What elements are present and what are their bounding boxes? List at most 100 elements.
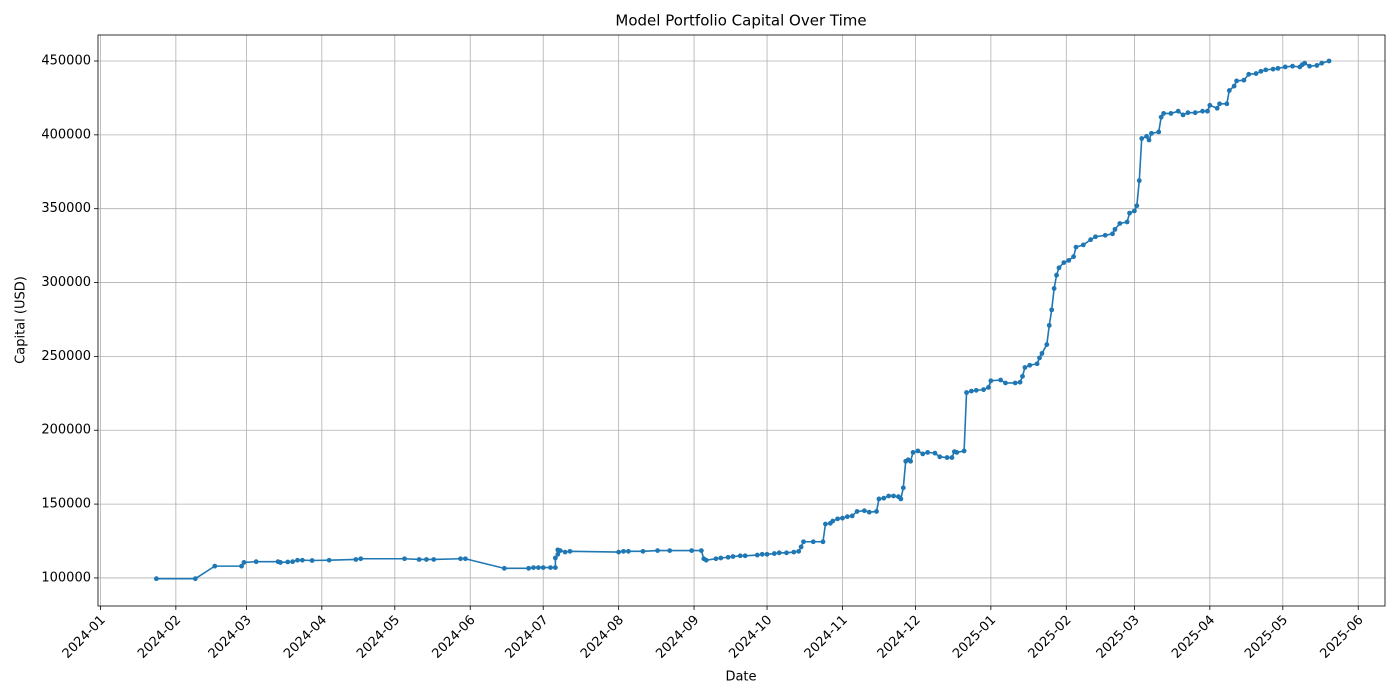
point xyxy=(791,549,797,555)
point xyxy=(548,565,553,570)
point xyxy=(1200,108,1205,114)
point xyxy=(969,388,974,394)
point xyxy=(796,548,802,554)
point xyxy=(737,553,743,559)
point xyxy=(567,548,573,554)
point xyxy=(988,378,994,384)
point xyxy=(1326,58,1332,64)
point xyxy=(1017,379,1023,385)
point xyxy=(1307,63,1312,69)
x-tick-label: 2024-05 xyxy=(354,613,403,662)
point xyxy=(801,539,806,545)
point xyxy=(531,565,536,570)
x-tick-label: 2025-02 xyxy=(1026,613,1075,662)
point xyxy=(713,556,719,562)
point xyxy=(1110,231,1115,237)
point xyxy=(784,550,789,556)
point xyxy=(1275,65,1281,71)
y-tick-label: 350000 xyxy=(41,201,91,216)
point xyxy=(1226,88,1232,93)
x-tick-label: 2024-10 xyxy=(726,613,775,662)
point xyxy=(886,493,892,499)
point xyxy=(540,565,546,570)
point xyxy=(1158,114,1164,120)
point xyxy=(1241,77,1247,83)
y-axis-label: Capital (USD) xyxy=(14,276,29,364)
point xyxy=(725,554,731,560)
plot-frame xyxy=(97,34,1386,607)
point xyxy=(557,548,563,554)
point xyxy=(915,448,921,454)
point xyxy=(759,551,765,557)
x-tick-label: 2024-09 xyxy=(653,613,702,662)
point xyxy=(949,455,955,460)
point xyxy=(1185,110,1191,116)
point xyxy=(1132,208,1137,214)
point xyxy=(823,521,828,527)
point xyxy=(998,377,1004,383)
point xyxy=(358,556,364,562)
point xyxy=(1168,111,1174,116)
point xyxy=(754,552,760,558)
point xyxy=(1034,361,1040,367)
x-tick-label: 2024-08 xyxy=(578,613,627,662)
point xyxy=(1051,286,1057,291)
point xyxy=(742,553,748,559)
point xyxy=(1144,133,1149,139)
point xyxy=(1080,242,1086,248)
point xyxy=(891,493,896,499)
point xyxy=(625,548,631,554)
point xyxy=(1112,226,1118,232)
x-tick-label: 2024-03 xyxy=(206,613,255,662)
point xyxy=(616,549,622,555)
point xyxy=(1139,136,1145,141)
point xyxy=(1204,108,1210,114)
point xyxy=(1073,244,1079,250)
point xyxy=(1161,111,1167,116)
point xyxy=(299,557,305,563)
y-tick-label: 250000 xyxy=(41,349,91,364)
x-tick-label: 2024-06 xyxy=(430,613,479,662)
y-tick-label: 450000 xyxy=(41,53,91,68)
point xyxy=(1156,129,1162,135)
y-tick-label: 150000 xyxy=(41,497,91,512)
point xyxy=(898,496,904,502)
point xyxy=(1124,219,1130,225)
point xyxy=(1056,265,1062,271)
point xyxy=(1234,78,1239,84)
point xyxy=(212,563,218,569)
point xyxy=(771,551,777,556)
point xyxy=(1217,101,1222,107)
point xyxy=(1136,178,1142,184)
x-tick-label: 2025-04 xyxy=(1169,613,1218,662)
y-tick-label: 400000 xyxy=(41,127,91,142)
point xyxy=(241,560,247,565)
x-tick-label: 2024-04 xyxy=(281,613,330,662)
point xyxy=(1012,380,1018,386)
point xyxy=(910,449,916,455)
point xyxy=(1071,254,1076,260)
point xyxy=(1044,342,1050,347)
point xyxy=(416,557,422,562)
point xyxy=(1093,234,1098,240)
point xyxy=(1039,351,1045,356)
point xyxy=(900,485,906,491)
x-tick-label: 2025-01 xyxy=(950,613,999,662)
point xyxy=(854,509,860,514)
point xyxy=(501,565,507,571)
point xyxy=(973,387,979,393)
chart-title: Model Portfolio Capital Over Time xyxy=(615,12,866,30)
point xyxy=(1180,112,1186,118)
point xyxy=(954,449,960,455)
point xyxy=(1134,203,1140,209)
point xyxy=(1263,67,1269,73)
point xyxy=(555,551,561,557)
point xyxy=(908,458,913,464)
point xyxy=(820,539,826,545)
point xyxy=(239,563,244,569)
point xyxy=(703,557,709,563)
point xyxy=(552,555,558,561)
point xyxy=(458,556,463,562)
point xyxy=(1054,272,1059,278)
